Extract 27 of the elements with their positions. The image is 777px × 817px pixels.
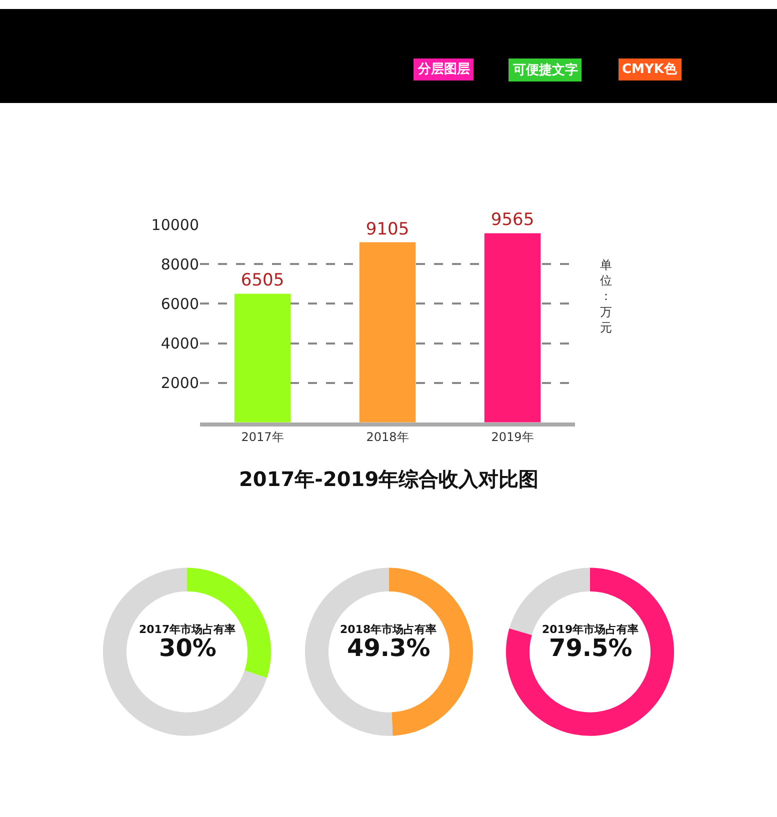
donut-slice — [506, 568, 674, 736]
bar — [359, 242, 416, 422]
text: 2017年-2019年综合收入对比图 — [239, 467, 539, 491]
data-label: 79.5% — [549, 634, 632, 662]
text: 2017年市场占有率 — [139, 623, 236, 636]
text: 可便捷文字 — [512, 62, 578, 78]
x-tick-label: 2019年 — [491, 430, 534, 444]
data-label: 49.3% — [347, 634, 430, 662]
data-label: 9565 — [490, 210, 534, 230]
bar — [234, 294, 291, 422]
data-label: 9105 — [366, 219, 410, 240]
text: 2019年市场占有率 — [542, 623, 639, 636]
y-tick-label: 10000 — [151, 216, 199, 234]
text: CMYK色 — [622, 62, 678, 77]
data-label: 6505 — [240, 270, 284, 291]
data-label: 30% — [159, 634, 216, 662]
y-tick-label: 8000 — [160, 255, 199, 274]
x-tick-label: 2018年 — [366, 430, 409, 444]
y-tick-label: 6000 — [160, 294, 199, 313]
bar — [484, 233, 541, 422]
x-tick-label: 2017年 — [241, 430, 284, 444]
y-tick-label: 4000 — [160, 334, 199, 353]
donut-slice — [102, 568, 267, 736]
text: 单位：万元 — [600, 258, 612, 334]
y-tick-label: 2000 — [160, 374, 199, 392]
text: 2018年市场占有率 — [340, 623, 437, 636]
text: 分层图层 — [417, 62, 470, 77]
